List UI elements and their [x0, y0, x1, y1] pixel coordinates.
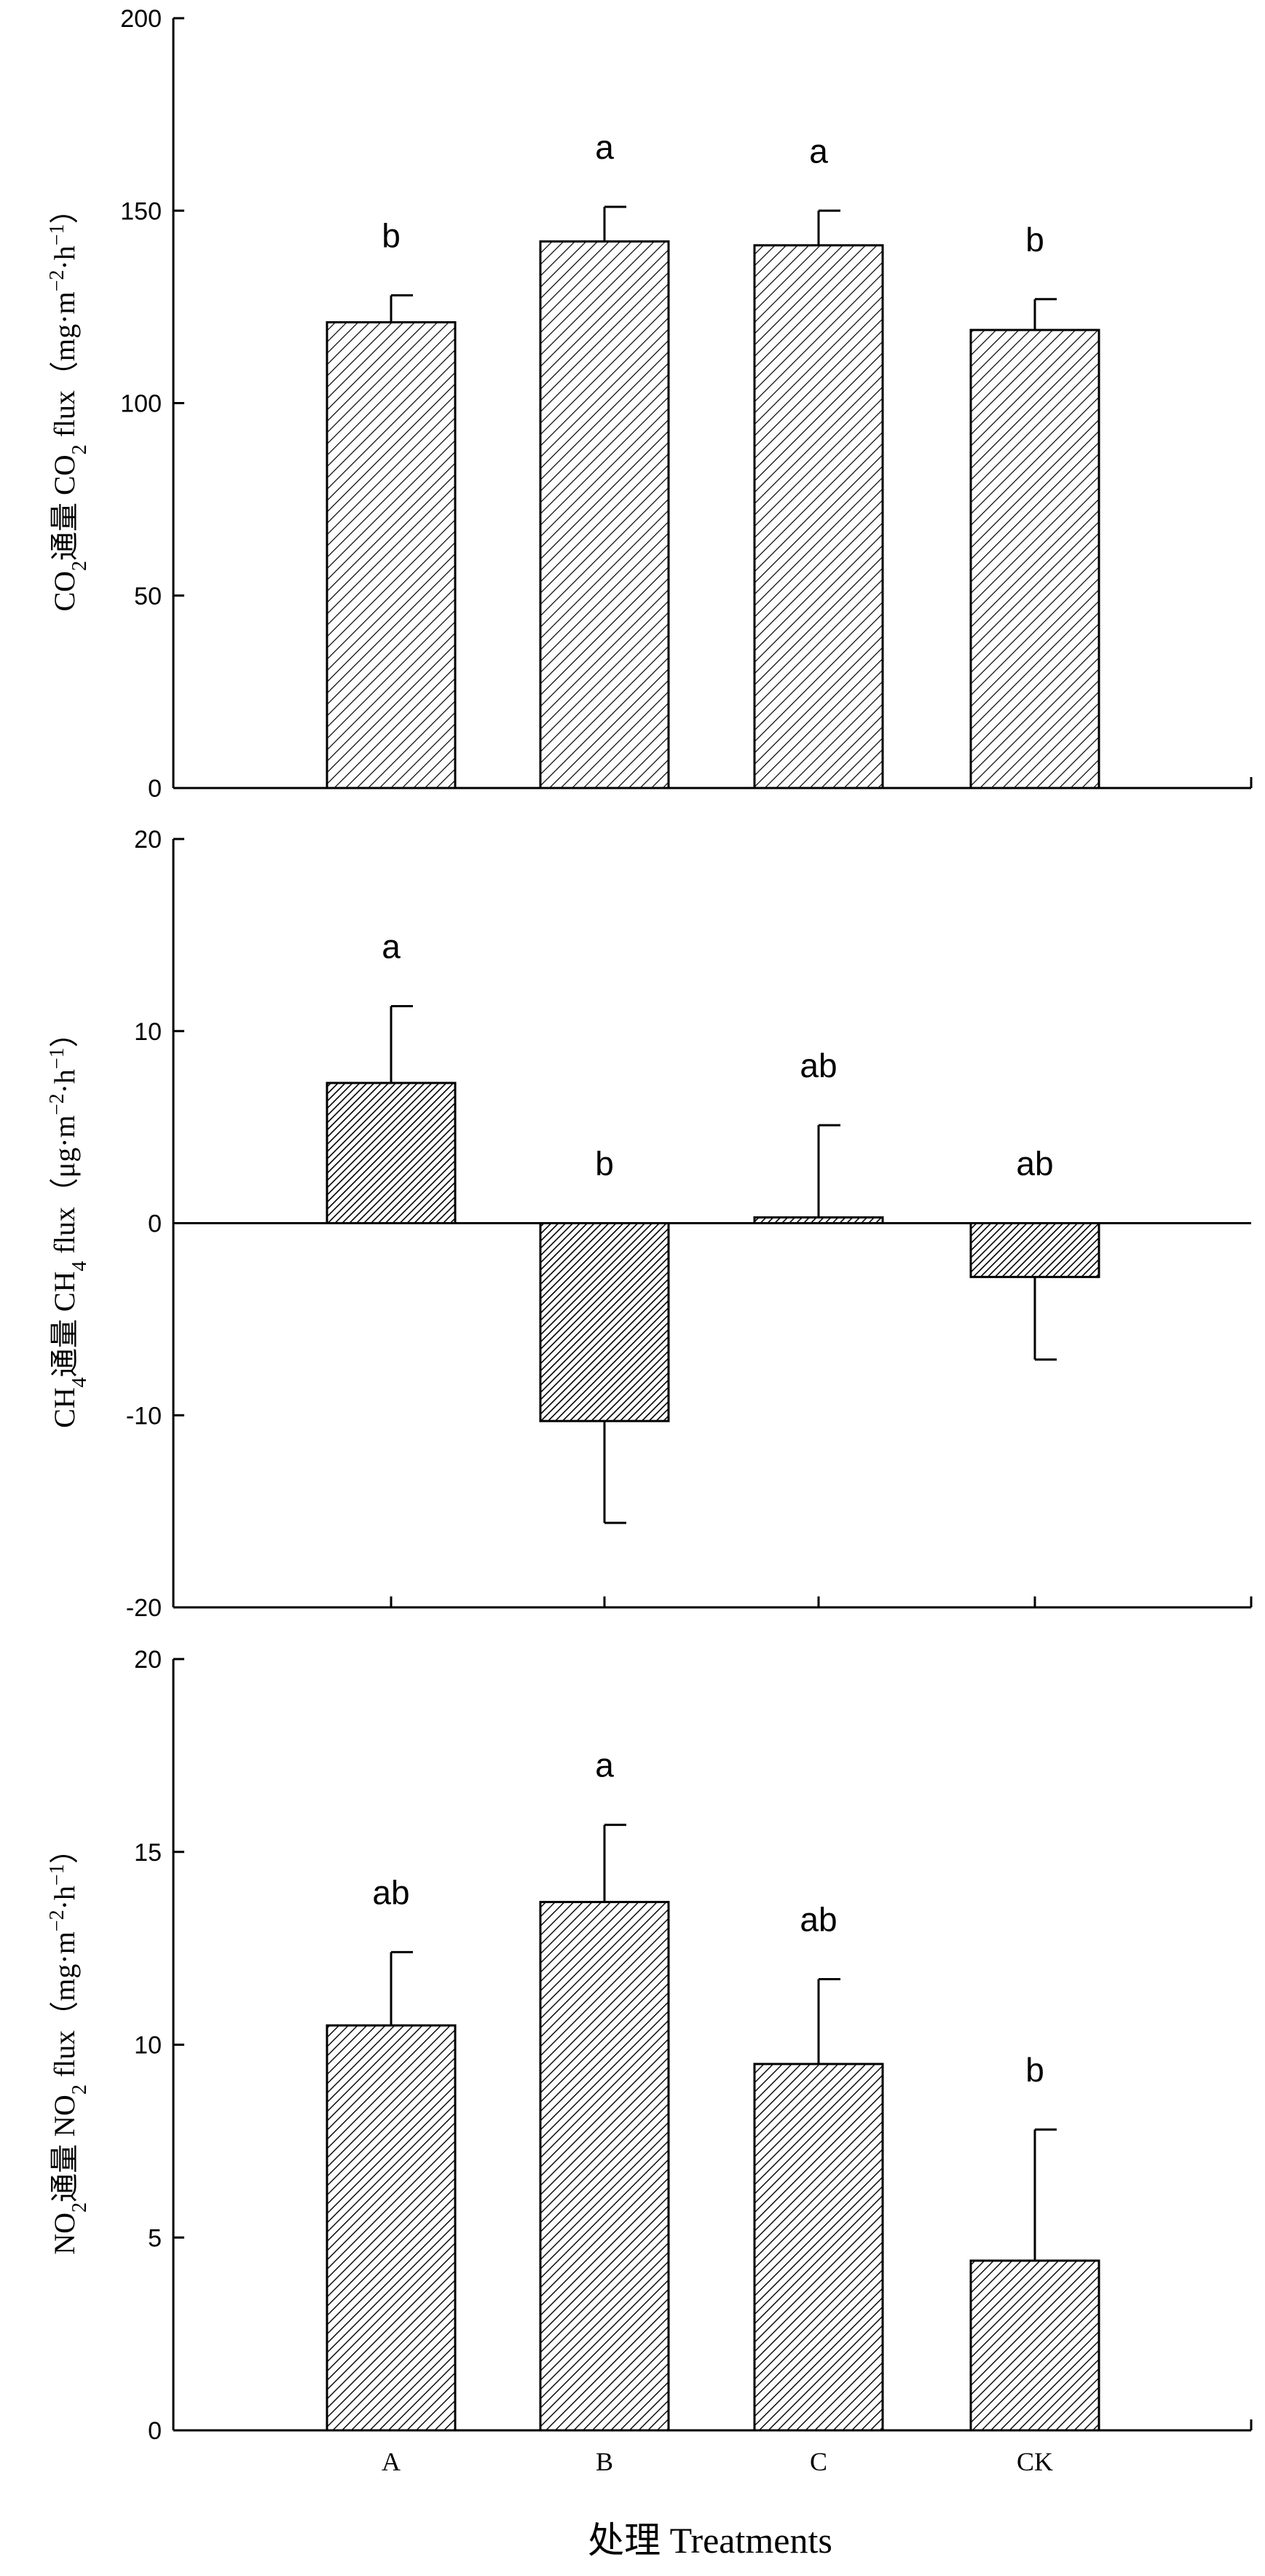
category-label-A: A: [382, 2447, 401, 2476]
significance-label: a: [382, 927, 401, 965]
y-tick-label: 10: [134, 1018, 162, 1046]
significance-label: ab: [800, 1047, 837, 1084]
y-axis-label: CO2通量 CO2 flux（mg·m−2·h−1）: [46, 194, 91, 611]
y-tick-label: 15: [134, 1839, 162, 1867]
significance-label: ab: [1016, 1145, 1053, 1183]
category-label-C: C: [810, 2447, 827, 2476]
y-tick-label: 0: [148, 2417, 162, 2445]
y-tick-label: 20: [134, 826, 162, 854]
y-tick-label: 150: [120, 197, 162, 225]
panel-3: 0 5 10 15 20 ab a ab b NO2通量 NO2 flux（mg·m−2·h−1）: [46, 1646, 1253, 2445]
y-tick-label: 0: [148, 775, 162, 803]
y-tick-label: 50: [134, 583, 162, 610]
category-label-CK: CK: [1017, 2447, 1053, 2476]
y-tick-label: 100: [120, 390, 162, 418]
significance-label: a: [595, 1746, 614, 1784]
y-tick-label: 20: [134, 1646, 162, 1674]
y-tick-label: 200: [120, 5, 162, 33]
y-axis-label: NO2通量 NO2 flux（mg·m−2·h−1）: [46, 1835, 91, 2254]
significance-label: a: [809, 132, 828, 170]
x-axis-label: 处理 Treatments: [588, 2520, 832, 2561]
y-axis-label: CH4通量 CH4 flux（μg·m−2·h−1）: [46, 1018, 91, 1427]
significance-label: b: [1025, 221, 1044, 259]
bar-A: [326, 2024, 457, 2432]
y-tick-label: 5: [148, 2224, 162, 2252]
bar-C: [753, 1216, 884, 1225]
y-tick-label: -10: [126, 1402, 162, 1430]
bar-CK: [969, 2259, 1100, 2432]
bar-C: [753, 2063, 884, 2432]
bar-A: [326, 1082, 457, 1225]
significance-label: b: [382, 217, 401, 255]
significance-label: b: [595, 1145, 614, 1183]
bar-CK: [969, 1222, 1100, 1278]
panel-1: 0 50 100 150 200 b a a b CO2通量 CO2 flux（mg·m−2·h−…: [46, 5, 1253, 803]
bar-C: [753, 244, 884, 789]
y-tick-label: 0: [148, 1210, 162, 1238]
significance-label: ab: [800, 1900, 837, 1938]
y-tick-label: -20: [126, 1594, 162, 1622]
bar-B: [539, 1222, 670, 1422]
significance-label: b: [1025, 2051, 1044, 2089]
bar-B: [539, 240, 670, 789]
bar-CK: [969, 328, 1100, 789]
category-label-B: B: [596, 2447, 613, 2476]
category-labels: A B C CK: [382, 2447, 1053, 2476]
significance-label: ab: [372, 1873, 409, 1911]
y-tick-label: 10: [134, 2032, 162, 2060]
bar-B: [539, 1901, 670, 2432]
significance-label: a: [595, 128, 614, 166]
bar-A: [326, 321, 457, 789]
